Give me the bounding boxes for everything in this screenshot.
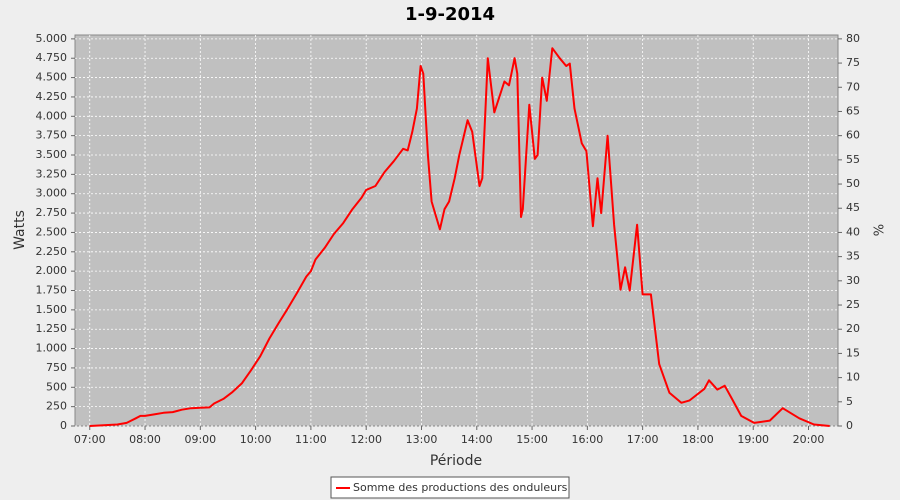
legend bbox=[330, 476, 570, 499]
y-tick-label: 3.000 bbox=[36, 187, 68, 200]
y-tick-label: 5.000 bbox=[36, 32, 68, 45]
y2-tick-label: 25 bbox=[846, 298, 860, 311]
x-tick-label: 12:00 bbox=[350, 433, 382, 446]
y2-tick-label: 30 bbox=[846, 274, 860, 287]
plot-area bbox=[74, 34, 839, 427]
y2-tick-label: 40 bbox=[846, 225, 860, 238]
y-tick-label: 4.500 bbox=[36, 71, 68, 84]
x-tick-label: 11:00 bbox=[295, 433, 327, 446]
y-tick-label: 4.000 bbox=[36, 109, 68, 122]
y-tick-label: 500 bbox=[46, 380, 67, 393]
y2-tick-label: 50 bbox=[846, 177, 860, 190]
y2-tick-label: 55 bbox=[846, 153, 860, 166]
y-tick-label: 4.250 bbox=[36, 90, 68, 103]
x-axis-label: Période bbox=[430, 453, 482, 469]
x-tick-label: 18:00 bbox=[682, 433, 714, 446]
y-tick-label: 0 bbox=[60, 419, 67, 432]
y2-tick-label: 0 bbox=[846, 419, 853, 432]
y-tick-label: 2.500 bbox=[36, 225, 68, 238]
x-tick-label: 07:00 bbox=[74, 433, 106, 446]
chart-title: 1-9-2014 bbox=[405, 4, 495, 25]
series-line bbox=[89, 47, 830, 427]
x-tick-label: 13:00 bbox=[406, 433, 438, 446]
y-tick-label: 750 bbox=[46, 361, 67, 374]
y2-tick-label: 75 bbox=[846, 56, 860, 69]
y2-tick-label: 60 bbox=[846, 129, 860, 142]
y2-tick-label: 20 bbox=[846, 322, 860, 335]
y-tick-label: 2.000 bbox=[36, 264, 68, 277]
x-tick-label: 17:00 bbox=[627, 433, 659, 446]
y-tick-label: 1.500 bbox=[36, 303, 68, 316]
y-tick-label: 1.000 bbox=[36, 342, 68, 355]
x-tick-label: 10:00 bbox=[240, 433, 272, 446]
y2-tick-label: 35 bbox=[846, 250, 860, 263]
y2-tick-label: 80 bbox=[846, 32, 860, 45]
y2-tick-label: 10 bbox=[846, 371, 860, 384]
y2-axis-label: % bbox=[873, 224, 888, 236]
y-tick-label: 3.250 bbox=[36, 167, 68, 180]
x-tick-label: 09:00 bbox=[184, 433, 216, 446]
y-tick-label: 4.750 bbox=[36, 51, 68, 64]
x-tick-label: 19:00 bbox=[737, 433, 769, 446]
x-tick-label: 08:00 bbox=[129, 433, 161, 446]
y-tick-label: 3.500 bbox=[36, 148, 68, 161]
legend-label: Somme des productions des onduleurs bbox=[353, 481, 568, 494]
y2-tick-label: 5 bbox=[846, 395, 853, 408]
x-tick-label: 15:00 bbox=[516, 433, 548, 446]
y-axis-label: Watts bbox=[12, 210, 28, 250]
y-tick-label: 3.750 bbox=[36, 129, 68, 142]
y2-tick-label: 15 bbox=[846, 346, 860, 359]
y2-tick-label: 65 bbox=[846, 104, 860, 117]
y2-tick-label: 45 bbox=[846, 201, 860, 214]
y2-tick-label: 70 bbox=[846, 80, 860, 93]
y-tick-label: 2.750 bbox=[36, 206, 68, 219]
y-tick-label: 1.750 bbox=[36, 284, 68, 297]
y-tick-label: 1.250 bbox=[36, 322, 68, 335]
y-tick-label: 250 bbox=[46, 400, 67, 413]
y-tick-label: 2.250 bbox=[36, 245, 68, 258]
x-tick-label: 16:00 bbox=[572, 433, 604, 446]
x-tick-label: 14:00 bbox=[461, 433, 493, 446]
x-tick-label: 20:00 bbox=[793, 433, 825, 446]
